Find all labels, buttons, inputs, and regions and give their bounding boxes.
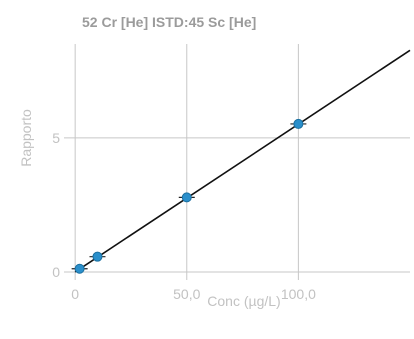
calibration-point	[92, 251, 103, 262]
calibration-point	[293, 118, 304, 129]
x-tick-label: 100,0	[281, 286, 316, 302]
y-tick-label: 5	[52, 130, 60, 146]
chart-title: 52 Cr [He] ISTD:45 Sc [He]	[82, 14, 256, 30]
calibration-point	[74, 263, 85, 274]
x-axis-label: Conc (µg/L)	[207, 293, 280, 309]
fit-layer	[74, 49, 411, 273]
calibration-point	[181, 192, 192, 203]
grid-layer	[64, 44, 410, 280]
points-layer	[71, 118, 307, 274]
y-axis-label: Rapporto	[18, 109, 34, 167]
calibration-fit-line	[74, 49, 411, 273]
y-tick-label: 0	[52, 264, 60, 280]
x-tick-label: 0	[71, 286, 79, 302]
ticks-layer: 0 50,0 100,0 0 5	[52, 130, 316, 302]
x-tick-label: 50,0	[173, 286, 200, 302]
